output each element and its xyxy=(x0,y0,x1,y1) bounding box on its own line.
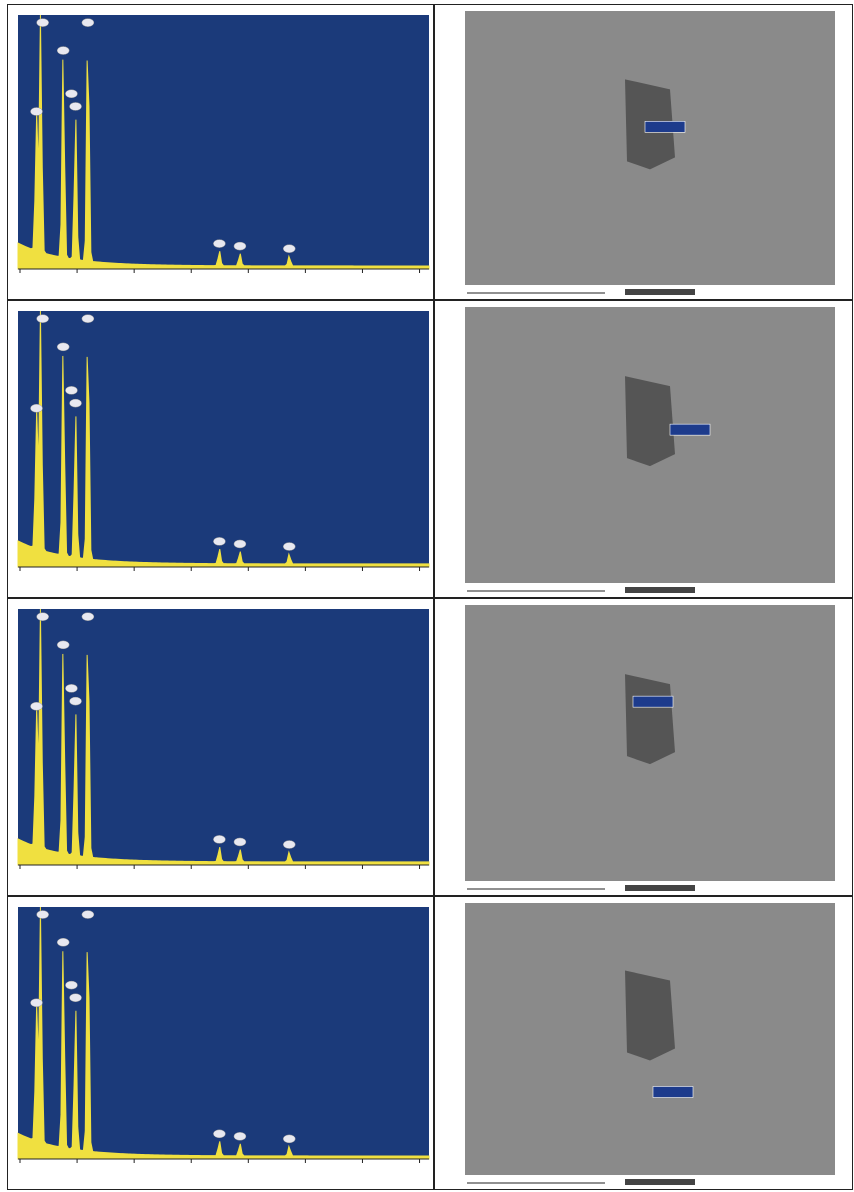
peak-marker xyxy=(56,342,70,352)
peak-marker xyxy=(283,542,296,551)
eds-spectrum-1 xyxy=(8,5,433,299)
peak-marker xyxy=(233,539,247,549)
peak-marker xyxy=(283,840,296,849)
figure-grid xyxy=(7,4,853,1190)
plot-area xyxy=(18,609,429,865)
spectrum-trace xyxy=(17,14,430,270)
peak-marker xyxy=(36,910,49,919)
eds-spectrum-2 xyxy=(8,301,433,597)
spectrum-trace xyxy=(17,608,430,866)
spectrum-trace xyxy=(17,906,430,1160)
sem-image-panel xyxy=(434,896,853,1190)
peak-marker xyxy=(233,241,247,251)
peak-marker xyxy=(81,910,95,919)
eds-spectrum-3 xyxy=(8,599,433,895)
peak-marker xyxy=(81,612,95,621)
peak-marker xyxy=(213,239,226,248)
footer-label-mark xyxy=(625,587,695,593)
footer-label-mark xyxy=(625,289,695,295)
peak-marker xyxy=(283,244,296,253)
peak-marker xyxy=(30,404,43,413)
plot-area xyxy=(18,15,429,269)
peak-marker xyxy=(65,89,78,98)
spectrum-trace xyxy=(17,310,430,568)
spot-label-box xyxy=(644,121,686,133)
spot-label-box xyxy=(652,1086,694,1098)
eds-spectrum-panel xyxy=(7,4,434,300)
peak-marker xyxy=(36,314,49,323)
peak-marker xyxy=(65,386,78,395)
peak-marker xyxy=(36,612,49,621)
sem-image-4 xyxy=(435,897,852,1189)
footer-label-mark xyxy=(625,885,695,891)
sem-image-3 xyxy=(435,599,852,895)
sem-image-1 xyxy=(435,5,852,299)
peak-marker xyxy=(65,980,78,990)
peak-marker xyxy=(36,18,49,27)
peak-marker xyxy=(81,18,95,27)
peak-marker xyxy=(283,1134,296,1144)
peak-marker xyxy=(30,107,43,116)
peak-marker xyxy=(233,837,247,847)
peak-marker xyxy=(56,46,70,55)
spot-label-box xyxy=(632,695,674,708)
peak-marker xyxy=(81,314,95,323)
eds-spectrum-panel xyxy=(7,598,434,896)
plot-area xyxy=(18,907,429,1159)
peak-marker xyxy=(213,835,226,844)
particle xyxy=(625,674,675,765)
plot-area xyxy=(18,311,429,567)
footer-label-mark xyxy=(625,1179,695,1185)
peak-marker xyxy=(56,640,70,650)
peak-marker xyxy=(69,696,82,706)
sem-image-panel xyxy=(434,4,853,300)
peak-marker xyxy=(213,1129,226,1139)
peak-marker xyxy=(69,993,82,1002)
peak-marker xyxy=(69,398,82,408)
peak-marker xyxy=(56,938,70,947)
particle xyxy=(625,970,675,1061)
peak-marker xyxy=(30,702,43,711)
peak-marker xyxy=(30,998,43,1008)
sem-image-panel xyxy=(434,300,853,598)
particle xyxy=(625,376,675,467)
peak-marker xyxy=(213,537,226,546)
eds-spectrum-panel xyxy=(7,300,434,598)
eds-spectrum-panel xyxy=(7,896,434,1190)
peak-marker xyxy=(233,1132,247,1141)
eds-spectrum-4 xyxy=(8,897,433,1189)
sem-image-panel xyxy=(434,598,853,896)
spot-label-box xyxy=(669,423,711,436)
sem-image-2 xyxy=(435,301,852,597)
peak-marker xyxy=(65,684,78,693)
peak-marker xyxy=(69,102,82,111)
